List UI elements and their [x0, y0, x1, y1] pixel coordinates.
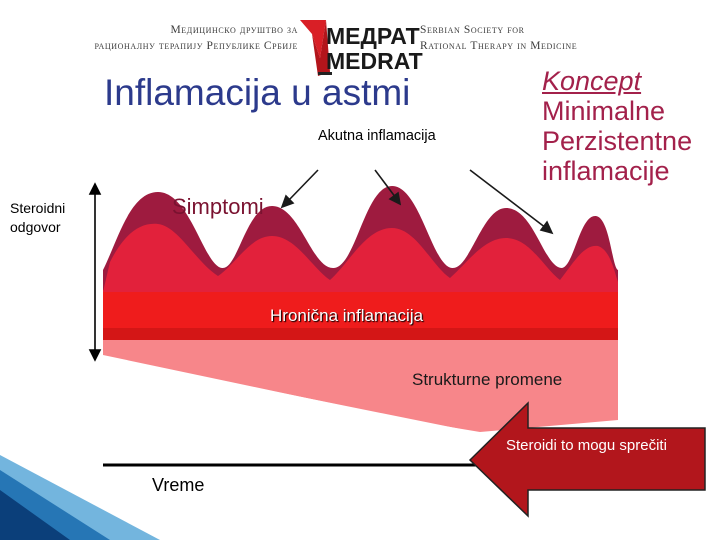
society-name-cyrillic-line2: рационалну терапију Републике Србије	[94, 40, 298, 52]
steroid-response-line1: Steroidni	[10, 200, 66, 216]
corner-ribbon-decoration	[0, 455, 160, 540]
society-name-english-line1: Serbian Society for	[420, 24, 525, 36]
structural-slope-line	[102, 357, 471, 433]
prevention-arrow	[468, 401, 706, 518]
concept-block: Koncept Minimalne Perzistentne inflamaci…	[542, 66, 720, 186]
structural-changes-label: Strukturne promene	[412, 370, 563, 389]
concept-line-inflammation: inflamacije	[542, 156, 670, 186]
logo-text-latin: MEDRAT	[326, 48, 423, 74]
prevention-text: Steroidi to mogu sprečiti	[506, 437, 667, 454]
acute-inflammation-arrows	[280, 169, 554, 235]
structural-changes-band	[103, 338, 618, 432]
concept-line-persistent: Perzistentne	[542, 126, 693, 156]
concept-line-minimal: Minimalne	[542, 96, 666, 126]
steroid-response-arrow	[88, 182, 102, 362]
society-name-cyrillic: Медицинско друштво за рационалну терапиј…	[60, 22, 298, 54]
steroid-response-label: Steroidni odgovor	[10, 199, 65, 237]
society-name-english-line2: Rational Therapy in Medicine	[420, 40, 578, 52]
slide-title: Inflamacija u astmi	[104, 72, 411, 113]
society-name-english: Serbian Society for Rational Therapy in …	[420, 22, 620, 54]
medrat-logo: МЕДРАТ MEDRAT	[300, 20, 423, 76]
steroid-response-line2: odgovor	[10, 219, 61, 235]
time-axis-label: Vreme	[152, 475, 205, 495]
symptoms-label: Simptomi	[172, 194, 264, 219]
chronic-inflammation-label: Hronična inflamacija	[270, 306, 424, 325]
society-name-cyrillic-line1: Медицинско друштво за	[170, 24, 298, 36]
concept-heading: Koncept	[542, 66, 642, 96]
logo-text-cyrillic: МЕДРАТ	[326, 23, 420, 49]
acute-inflammation-peaks	[103, 223, 618, 292]
acute-inflammation-label: Akutna inflamacija	[318, 128, 436, 144]
